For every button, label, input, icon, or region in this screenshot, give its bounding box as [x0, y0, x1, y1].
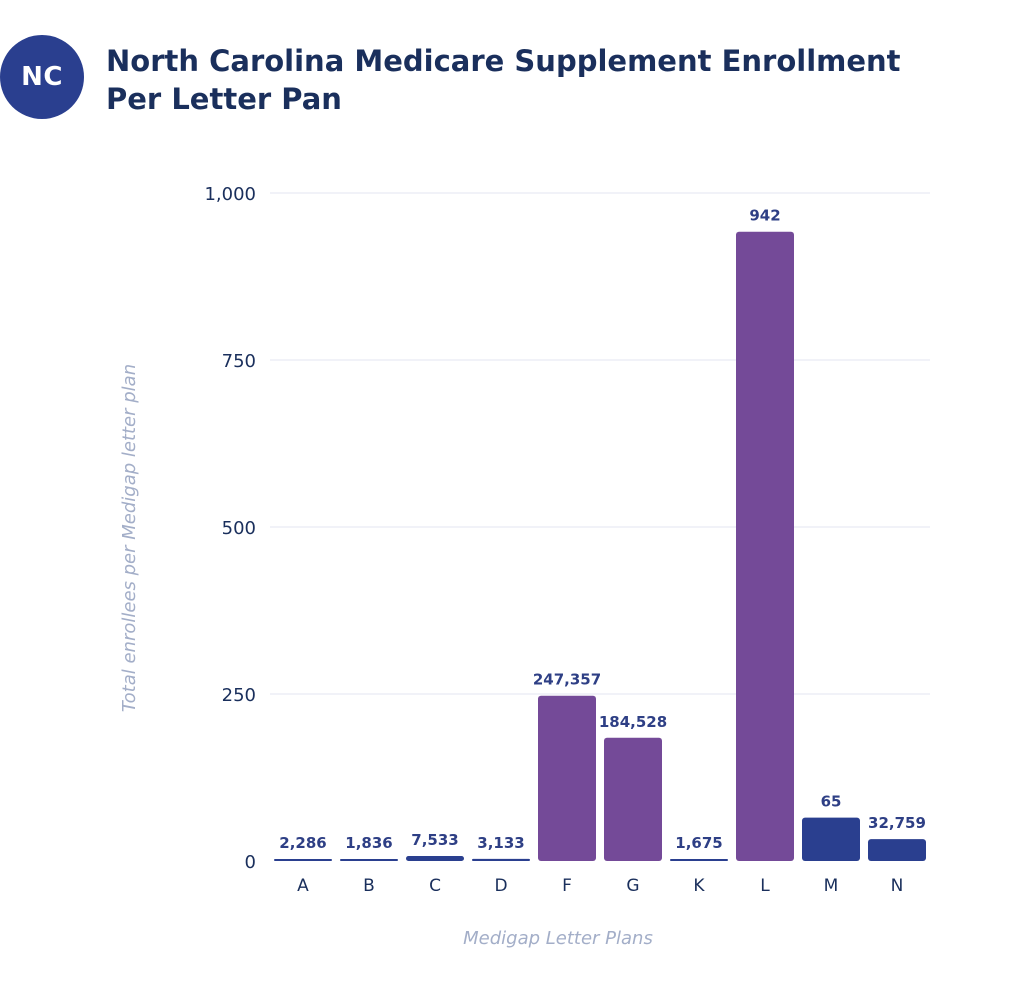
x-tick-label-L: L — [760, 876, 770, 896]
x-axis-title: Medigap Letter Plans — [463, 928, 653, 949]
x-tick-label-C: C — [429, 876, 441, 896]
bar-G — [604, 737, 662, 861]
y-axis-title: Total enrollees per Medigap letter plan — [119, 364, 140, 712]
bar-C — [406, 855, 464, 861]
data-label-C: 7,533 — [411, 831, 458, 849]
data-label-L: 942 — [749, 207, 780, 225]
x-tick-label-K: K — [693, 876, 705, 896]
state-badge: NC — [0, 35, 84, 119]
data-label-N: 32,759 — [868, 814, 926, 832]
bar-L — [736, 231, 794, 861]
bars — [274, 231, 926, 861]
bar-D — [472, 858, 530, 861]
data-label-D: 3,133 — [477, 834, 524, 852]
data-label-B: 1,836 — [345, 834, 392, 852]
state-badge-text: NC — [21, 62, 63, 92]
x-tick-label-G: G — [626, 876, 639, 896]
chart-title-line-1: North Carolina Medicare Supplement Enrol… — [106, 44, 901, 78]
y-tick-label-250: 250 — [222, 685, 256, 706]
x-tick-label-B: B — [363, 876, 375, 896]
y-axis-ticks: 0 250 500 750 1,000 — [204, 184, 256, 873]
data-label-M: 65 — [821, 793, 842, 811]
x-tick-label-D: D — [494, 876, 507, 896]
data-label-G: 184,528 — [599, 713, 667, 731]
y-tick-label-750: 750 — [222, 351, 256, 372]
data-label-K: 1,675 — [675, 834, 722, 852]
bar-A — [274, 859, 332, 861]
data-label-A: 2,286 — [279, 834, 326, 852]
bar-F — [538, 695, 596, 861]
x-tick-label-N: N — [891, 876, 904, 896]
data-label-F: 247,357 — [533, 671, 601, 689]
bar-N — [868, 839, 926, 861]
bar-B — [340, 859, 398, 861]
y-tick-label-500: 500 — [222, 518, 256, 539]
gridlines — [270, 192, 930, 695]
chart-title: North Carolina Medicare Supplement Enrol… — [106, 42, 966, 118]
bar-K — [670, 859, 728, 861]
y-tick-label-0: 0 — [245, 852, 256, 873]
chart-title-line-2: Per Letter Pan — [106, 82, 342, 116]
x-tick-label-F: F — [562, 876, 572, 896]
y-tick-label-1000: 1,000 — [204, 184, 256, 205]
x-tick-label-A: A — [297, 876, 309, 896]
x-tick-label-M: M — [824, 876, 839, 896]
data-labels: 2,286 1,836 7,533 3,133 247,357 184,528 1,675 9… — [279, 207, 926, 852]
bar-M — [802, 817, 860, 861]
